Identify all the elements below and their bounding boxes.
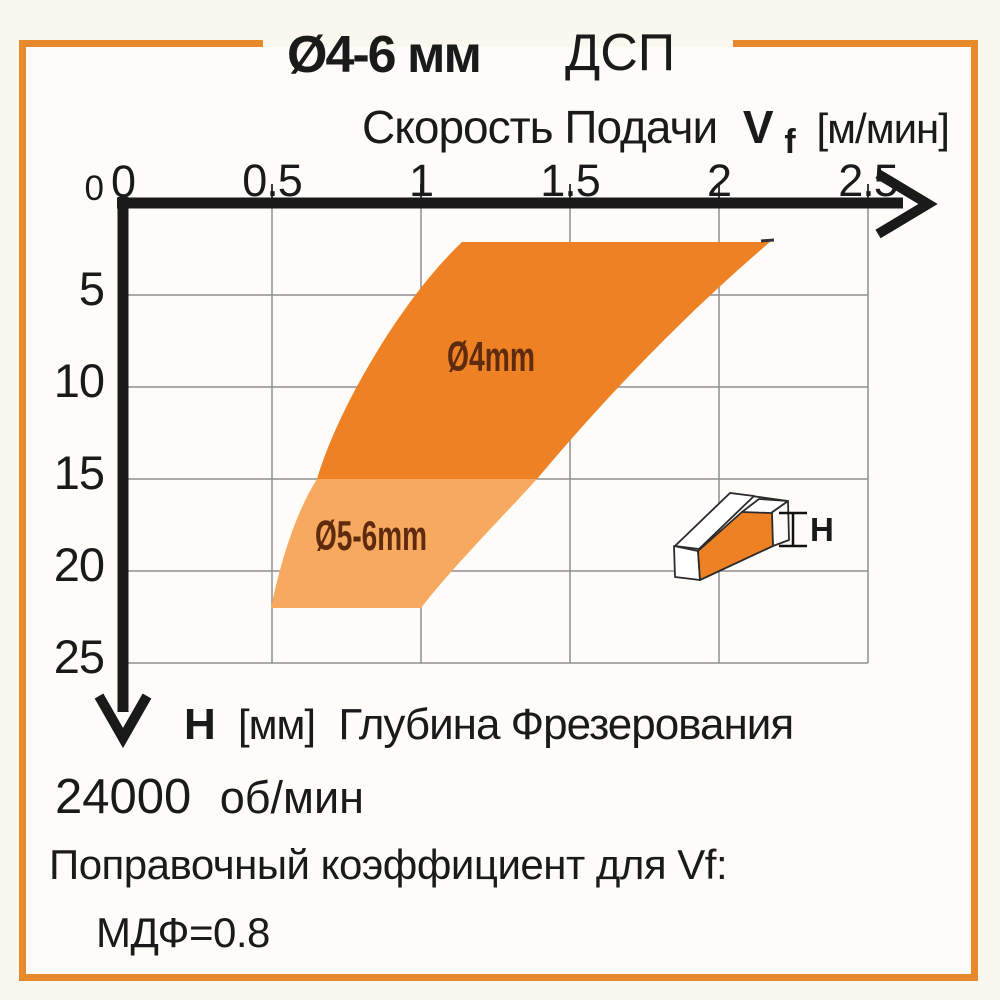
band-d4mm xyxy=(317,242,770,479)
spindle-speed-value: 24000 xyxy=(55,770,191,824)
band-label-d4mm: Ø4mm xyxy=(447,333,535,380)
h-dimension-bracket xyxy=(779,511,807,548)
axes xyxy=(117,197,903,712)
page-title-material: ДСП xyxy=(565,24,675,82)
x-axis-title-symbol: V xyxy=(743,101,774,153)
y-tick-label: 25 xyxy=(54,630,104,683)
x-axis-title-symbol-sub: f xyxy=(784,123,796,161)
x-axis-arrowhead-icon xyxy=(875,169,938,239)
workpiece-top-face xyxy=(674,492,755,550)
y-axis-tick-labels: 5 10 15 20 25 xyxy=(54,262,105,683)
workpiece-milled-top-face xyxy=(741,498,789,514)
y-axis-title: H [мм] Глубина Фрезерования xyxy=(184,700,793,749)
frame-border xyxy=(19,40,978,981)
h-dimension-label: H xyxy=(810,511,834,548)
spindle-speed-unit: об/мин xyxy=(220,772,364,823)
x-axis-tick-labels: 0 0 0.5 1 1.5 2 2.5 xyxy=(85,155,899,208)
y-axis-title-unit: [мм] xyxy=(238,701,315,748)
band-tip-marker xyxy=(760,238,775,243)
x-tick-label: 1 xyxy=(409,155,433,206)
y-axis-arrowhead-icon xyxy=(94,693,152,749)
x-axis-title: Скорость Подачи V f [м/мин] xyxy=(362,101,949,163)
band-label-d5-6mm: Ø5-6mm xyxy=(315,512,427,559)
correction-factor-title: Поправочный коэффициент для Vf: xyxy=(49,841,727,888)
y-tick-label: 10 xyxy=(54,354,104,407)
x-tick-label: 1.5 xyxy=(540,155,600,206)
y-axis-origin-label: 0 xyxy=(85,169,104,208)
y-tick-label: 20 xyxy=(54,538,104,591)
y-axis-title-main: Глубина Фрезерования xyxy=(338,700,793,749)
x-axis-tick-marks xyxy=(271,184,869,198)
x-tick-label: 2 xyxy=(707,155,731,206)
x-axis-origin-label: 0 xyxy=(111,156,135,207)
x-axis-title-unit: [м/мин] xyxy=(817,105,949,152)
x-tick-label: 0.5 xyxy=(242,155,302,206)
y-tick-label: 15 xyxy=(54,446,104,499)
y-tick-label: 5 xyxy=(79,262,104,315)
x-tick-label: 2.5 xyxy=(838,155,898,206)
spindle-speed: 24000 об/мин xyxy=(55,770,364,824)
band-d5-6mm xyxy=(271,479,537,608)
depth-illustration: H xyxy=(673,492,834,581)
y-axis-title-symbol: H xyxy=(184,700,215,749)
workpiece-end-face xyxy=(673,545,701,581)
page-title-diameter: Ø4-6 мм xyxy=(287,26,480,84)
correction-factor-value: МДФ=0.8 xyxy=(96,909,270,956)
x-axis-title-main: Скорость Подачи xyxy=(362,101,717,153)
